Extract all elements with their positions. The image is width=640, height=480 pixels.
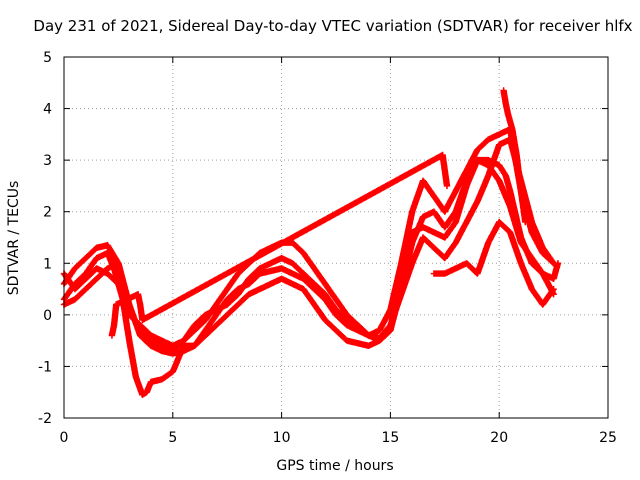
series-track-7 [108, 151, 451, 339]
chart-title: Day 231 of 2021, Sidereal Day-to-day VTE… [33, 17, 632, 35]
y-tick-label: -1 [38, 359, 52, 375]
y-tick-label: 1 [43, 256, 52, 272]
data-point-markers [430, 218, 557, 308]
y-tick-label: 0 [43, 308, 52, 324]
data-point-markers [108, 151, 451, 339]
y-tick-label: -2 [38, 411, 52, 427]
y-tick-label: 3 [43, 153, 52, 169]
x-axis-label: GPS time / hours [276, 458, 393, 474]
y-tick-label: 5 [43, 50, 52, 66]
series-track-5 [430, 218, 557, 308]
x-tick-label: 20 [490, 430, 508, 446]
y-tick-label: 2 [43, 205, 52, 221]
series-track-4 [60, 136, 557, 349]
series-track-6 [500, 87, 529, 226]
x-tick-label: 5 [168, 430, 177, 446]
x-tick-label: 25 [599, 430, 617, 446]
y-axis-label: SDTVAR / TECUs [6, 181, 22, 296]
x-tick-label: 15 [381, 430, 399, 446]
data-points [60, 87, 562, 398]
y-tick-label: 4 [43, 102, 52, 118]
plot-frame [63, 56, 609, 419]
axis-ticks: 0 5 10 15 20 25 -2 -1 0 1 2 3 4 5 [38, 50, 617, 446]
grid [64, 57, 608, 418]
data-point-markers [60, 136, 557, 349]
x-tick-label: 10 [273, 430, 291, 446]
data-point-markers [500, 87, 529, 226]
x-tick-label: 0 [60, 430, 69, 446]
